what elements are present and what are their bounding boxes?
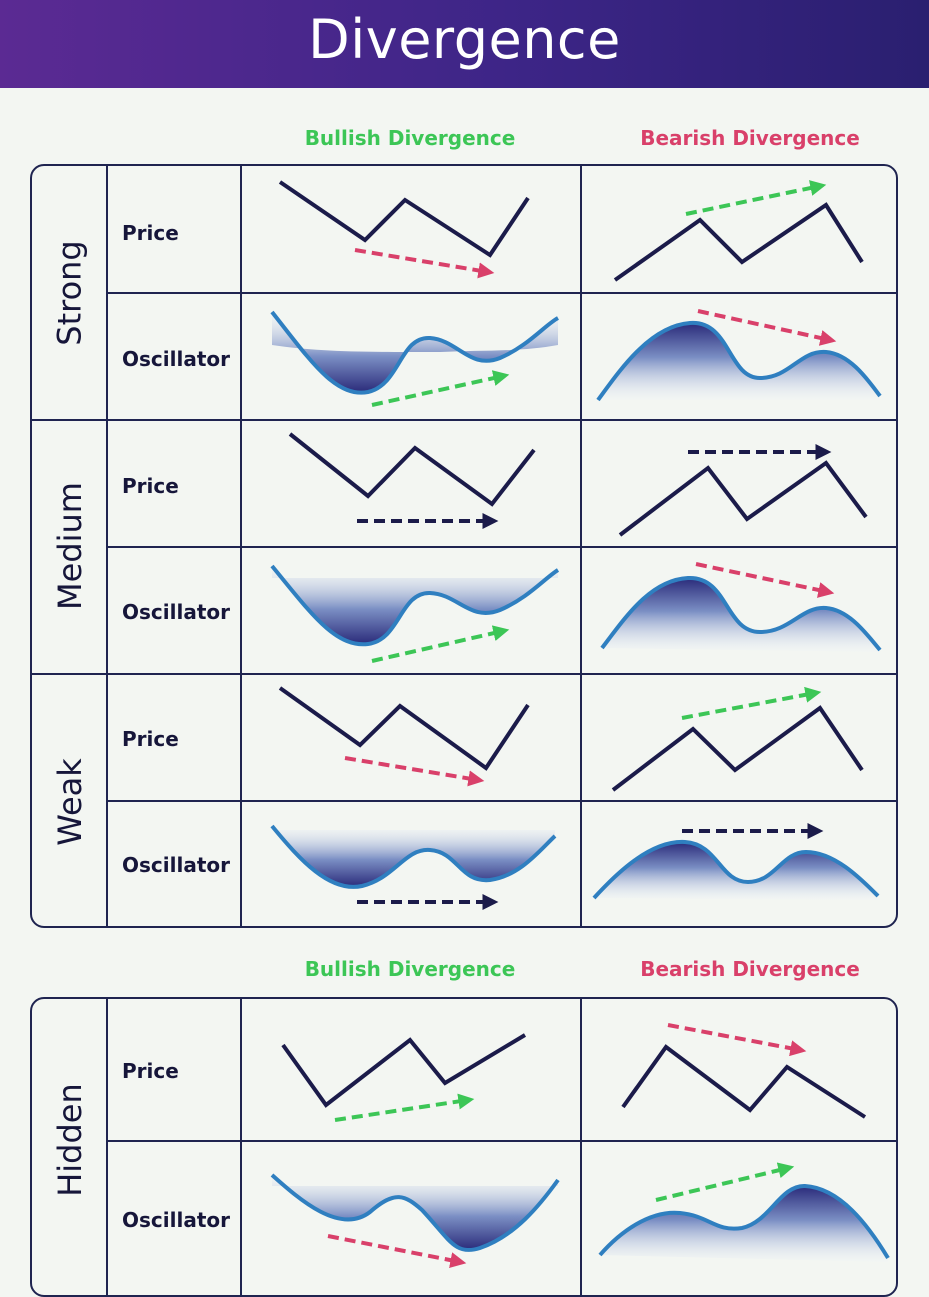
- row-label-price: Price: [122, 727, 179, 751]
- page-title: Divergence: [308, 8, 621, 71]
- weak-bullish-oscillator-line: [270, 824, 557, 889]
- medium-bearish-price-line: [618, 460, 868, 537]
- bearish-column-header: Bearish Divergence: [640, 957, 860, 981]
- hidden-bearish-oscillator-arrow: [655, 1162, 795, 1202]
- row-label-oscillator: Oscillator: [122, 1208, 230, 1232]
- strong-bullish-oscillator-arrow: [371, 370, 510, 407]
- row-label-oscillator: Oscillator: [122, 600, 230, 624]
- strong-bearish-price-line: [613, 202, 864, 282]
- strong-bearish-price-arrow: [685, 180, 827, 216]
- row-label-price: Price: [122, 1059, 179, 1083]
- strong-bearish-oscillator-arrow: [697, 309, 837, 346]
- medium-bullish-oscillator-fill: [272, 566, 558, 645]
- hidden-bullish-price-arrow: [334, 1093, 475, 1122]
- hidden-bearish-oscillator-line: [598, 1183, 890, 1260]
- hidden-bearish-price-line: [621, 1044, 867, 1119]
- row-label-oscillator: Oscillator: [122, 347, 230, 371]
- weak-bearish-price-arrow: [681, 686, 822, 720]
- medium-bearish-oscillator-fill: [602, 577, 880, 652]
- hidden-bullish-oscillator-fill: [272, 1175, 558, 1251]
- row-label-price: Price: [122, 221, 179, 245]
- weak-bullish-price-arrow: [344, 756, 485, 787]
- bullish-column-header: Bullish Divergence: [304, 957, 516, 981]
- hidden-bearish-oscillator-fill: [600, 1185, 888, 1262]
- weak-bearish-price-line: [611, 705, 864, 792]
- strong-bullish-oscillator-fill: [272, 312, 558, 393]
- weak-bearish-oscillator-line: [592, 839, 880, 900]
- hidden-bullish-oscillator-line: [270, 1173, 560, 1252]
- weak-bullish-price-line: [278, 686, 530, 771]
- title-banner: Divergence: [0, 0, 929, 88]
- bearish-column-header: Bearish Divergence: [640, 126, 860, 150]
- medium-bullish-oscillator-arrow: [371, 625, 510, 663]
- strong-bullish-price-line: [278, 180, 530, 258]
- hidden-bullish-oscillator-arrow: [327, 1234, 467, 1268]
- strong-bullish-price-arrow: [354, 248, 495, 279]
- medium-bullish-oscillator-line: [270, 564, 560, 647]
- strong-bullish-oscillator-line: [270, 310, 560, 395]
- hidden-bullish-price-line: [281, 1033, 527, 1108]
- medium-bullish-price-line: [288, 432, 536, 507]
- medium-bearish-oscillator-line: [600, 575, 882, 652]
- divergence-table-main: Strong Medium Weak Price Oscillator Pric…: [30, 164, 898, 928]
- bullish-column-header: Bullish Divergence: [304, 126, 516, 150]
- medium-bearish-oscillator-arrow: [695, 562, 835, 598]
- weak-bearish-oscillator-fill: [594, 841, 878, 900]
- row-label-price: Price: [122, 474, 179, 498]
- strong-bearish-oscillator-line: [596, 320, 882, 402]
- hidden-bearish-price-arrow: [667, 1023, 807, 1057]
- strong-bearish-oscillator-fill: [598, 322, 880, 400]
- row-label-oscillator: Oscillator: [122, 853, 230, 877]
- weak-bullish-oscillator-fill: [272, 826, 555, 887]
